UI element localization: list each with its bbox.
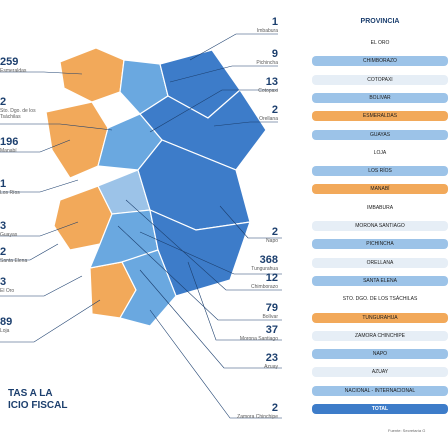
right-callout-value: 37 [265, 324, 278, 336]
province-row: LOS RÍOS [312, 166, 448, 177]
left-callout-name: Los Ríos [0, 190, 20, 196]
right-callout-value: 368 [259, 254, 278, 266]
right-callout-name: Cotopaxi [258, 88, 278, 94]
province-row: COTOPAXI [312, 74, 448, 85]
province-row: ORELLANA [312, 257, 448, 268]
province-row: ZAMORA CHINCHIPE [312, 330, 448, 341]
province-row: SANTA ELENA [312, 275, 448, 286]
left-callout-value: 1 [0, 178, 7, 190]
province-table-header: PROVINCIA [360, 18, 400, 25]
left-callout-value: 2 [0, 246, 7, 258]
right-callout-value: 13 [265, 76, 278, 88]
province-row: MORONA SANTIAGO [312, 221, 448, 231]
right-callout-name: Tungurahua [251, 266, 278, 272]
left-callout-value: 89 [0, 316, 13, 328]
left-callout-name: Esmeraldas [0, 68, 27, 74]
left-callout-name: Santa Elena [0, 258, 28, 264]
province-row: TUNGURAHUA [312, 312, 448, 323]
province-row: PICHINCHA [312, 239, 448, 250]
left-callout-name: Loja [0, 328, 10, 334]
right-callout-value: 9 [271, 48, 278, 60]
right-callout-name: Bolívar [262, 314, 278, 320]
right-callout-value: 79 [265, 302, 278, 314]
province-row: STO. DGO. DE LOS TSÁCHILAS [342, 296, 418, 303]
right-callout-value: 1 [271, 16, 278, 28]
left-callout-value: 3 [0, 220, 7, 232]
province-row: MANABÍ [312, 184, 448, 195]
map-region-zamora [119, 249, 177, 327]
province-row: ESMERALDAS [312, 111, 448, 122]
province-row: CHIMBORAZO [312, 56, 448, 67]
province-row: IMBABURA [366, 204, 394, 211]
left-callout-name: Manabí [0, 148, 17, 154]
right-callout-name: Pichincha [256, 60, 278, 66]
province-row: LOJA [373, 149, 387, 156]
left-callout-value: 3 [0, 276, 7, 288]
province-row: TOTAL [312, 404, 448, 414]
left-callout-name: Guayas [0, 232, 18, 238]
province-row: GUAYAS [312, 129, 448, 140]
province-row: NACIONAL - INTERNACIONAL [312, 385, 448, 396]
right-callout-name: Zamora Chinchipe [237, 414, 278, 420]
map-region-esmeraldas [59, 47, 125, 103]
fiscal-title: TAS A LA ICIO FISCAL [8, 388, 67, 412]
province-row: AZUAY [312, 367, 448, 378]
province-row: EL ORO [370, 40, 390, 46]
right-callout-name: Chimborazo [251, 284, 278, 290]
fiscal-title-line-2: ICIO FISCAL [8, 400, 68, 411]
map-region-orellana [139, 89, 267, 171]
left-callout-value: 196 [0, 136, 19, 148]
right-callout-value: 23 [265, 352, 278, 364]
fiscal-title-line-1: TAS A LA [8, 388, 53, 399]
right-callout-value: 2 [271, 402, 278, 414]
left-callout-value: 259 [0, 56, 19, 68]
left-callout-name: Sto. Dgo. de los Tsáchilas [0, 108, 36, 120]
right-callout-name: Azuay [264, 364, 278, 370]
source-note: Fuente: Secretaría G [388, 428, 426, 433]
left-callout-value: 2 [0, 96, 7, 108]
left-callout-name: El Oro [0, 288, 15, 294]
right-callout-value: 2 [271, 226, 278, 238]
right-callout-value: 12 [265, 272, 278, 284]
right-callout-name: Morona Santiago [239, 336, 278, 342]
right-callout-name: Orellana [259, 116, 278, 122]
right-callout-name: Imbabura [256, 28, 278, 34]
right-callout-value: 2 [271, 104, 278, 116]
province-row: BOLIVAR [312, 92, 448, 103]
right-callout-name: Napo [266, 238, 278, 244]
province-row: NAPO [312, 349, 448, 360]
